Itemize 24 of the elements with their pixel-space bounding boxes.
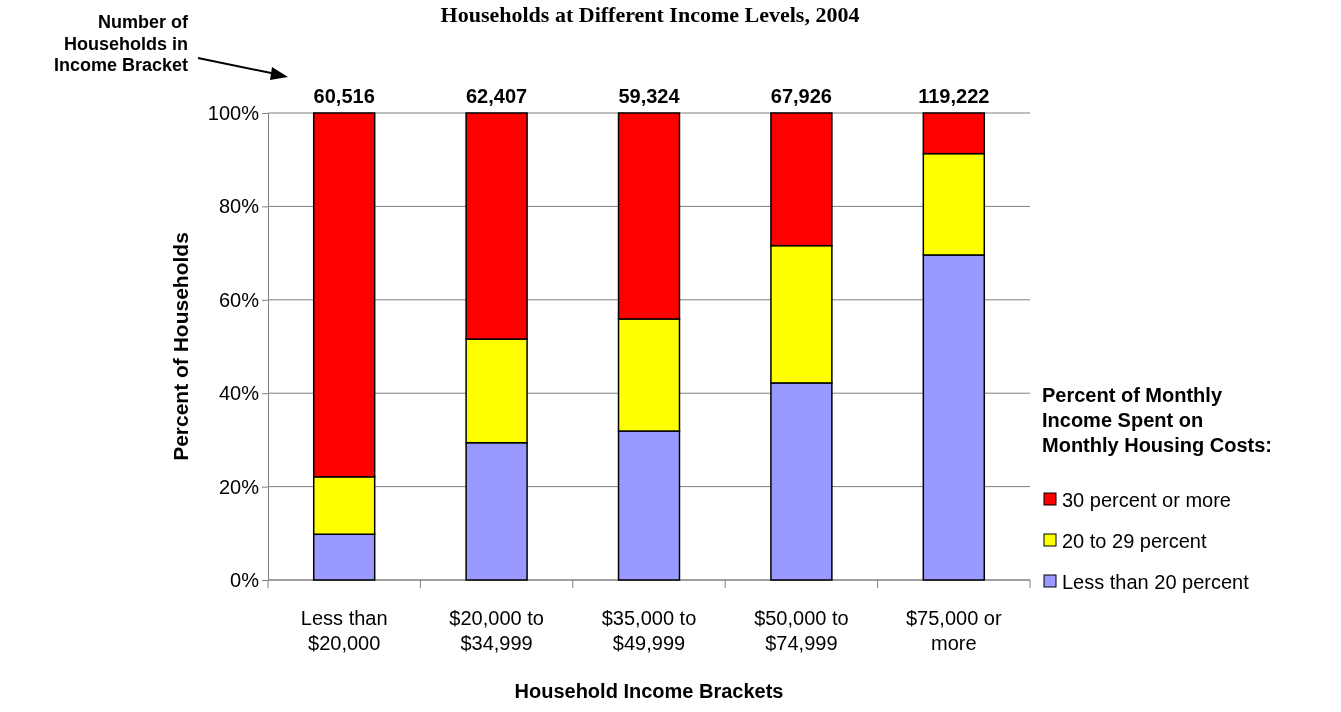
y-tick-label: 0% xyxy=(230,568,260,591)
text: Number of Households in Income Bracket xyxy=(53,12,190,76)
annotation: 62,407 xyxy=(466,85,528,107)
annotation: 59,324 xyxy=(618,85,681,107)
y-tick-label: 40% xyxy=(218,382,260,405)
annotation: 119,222 xyxy=(918,85,990,107)
legend-title: Percent of Monthly Income Spent on Monthly Housing Costs: xyxy=(1042,384,1272,456)
y-axis-title: Percent of Households xyxy=(169,232,192,461)
x-tick-label: Less than $20,000 xyxy=(300,607,388,654)
x-axis-title: Household Income Brackets xyxy=(514,680,784,702)
legend-label: Less than 20 percent xyxy=(1062,571,1250,593)
y-tick-label: 60% xyxy=(218,288,260,311)
x-tick-label: $75,000 or more xyxy=(905,607,1002,654)
annotation: 60,516 xyxy=(313,85,375,107)
legend-label: 20 to 29 percent xyxy=(1062,530,1207,552)
annotation: 67,926 xyxy=(770,85,832,107)
y-tick-label: 100% xyxy=(207,101,260,124)
chart-title: Households at Different Income Levels, 2004 xyxy=(440,2,860,27)
y-tick-label: 20% xyxy=(218,475,260,498)
y-tick-label: 80% xyxy=(218,195,260,218)
x-tick-label: $50,000 to $74,999 xyxy=(754,607,849,654)
legend-label: 30 percent or more xyxy=(1062,489,1231,511)
x-tick-label: $35,000 to $49,999 xyxy=(601,607,697,654)
x-tick-label: $20,000 to $34,999 xyxy=(449,607,544,654)
